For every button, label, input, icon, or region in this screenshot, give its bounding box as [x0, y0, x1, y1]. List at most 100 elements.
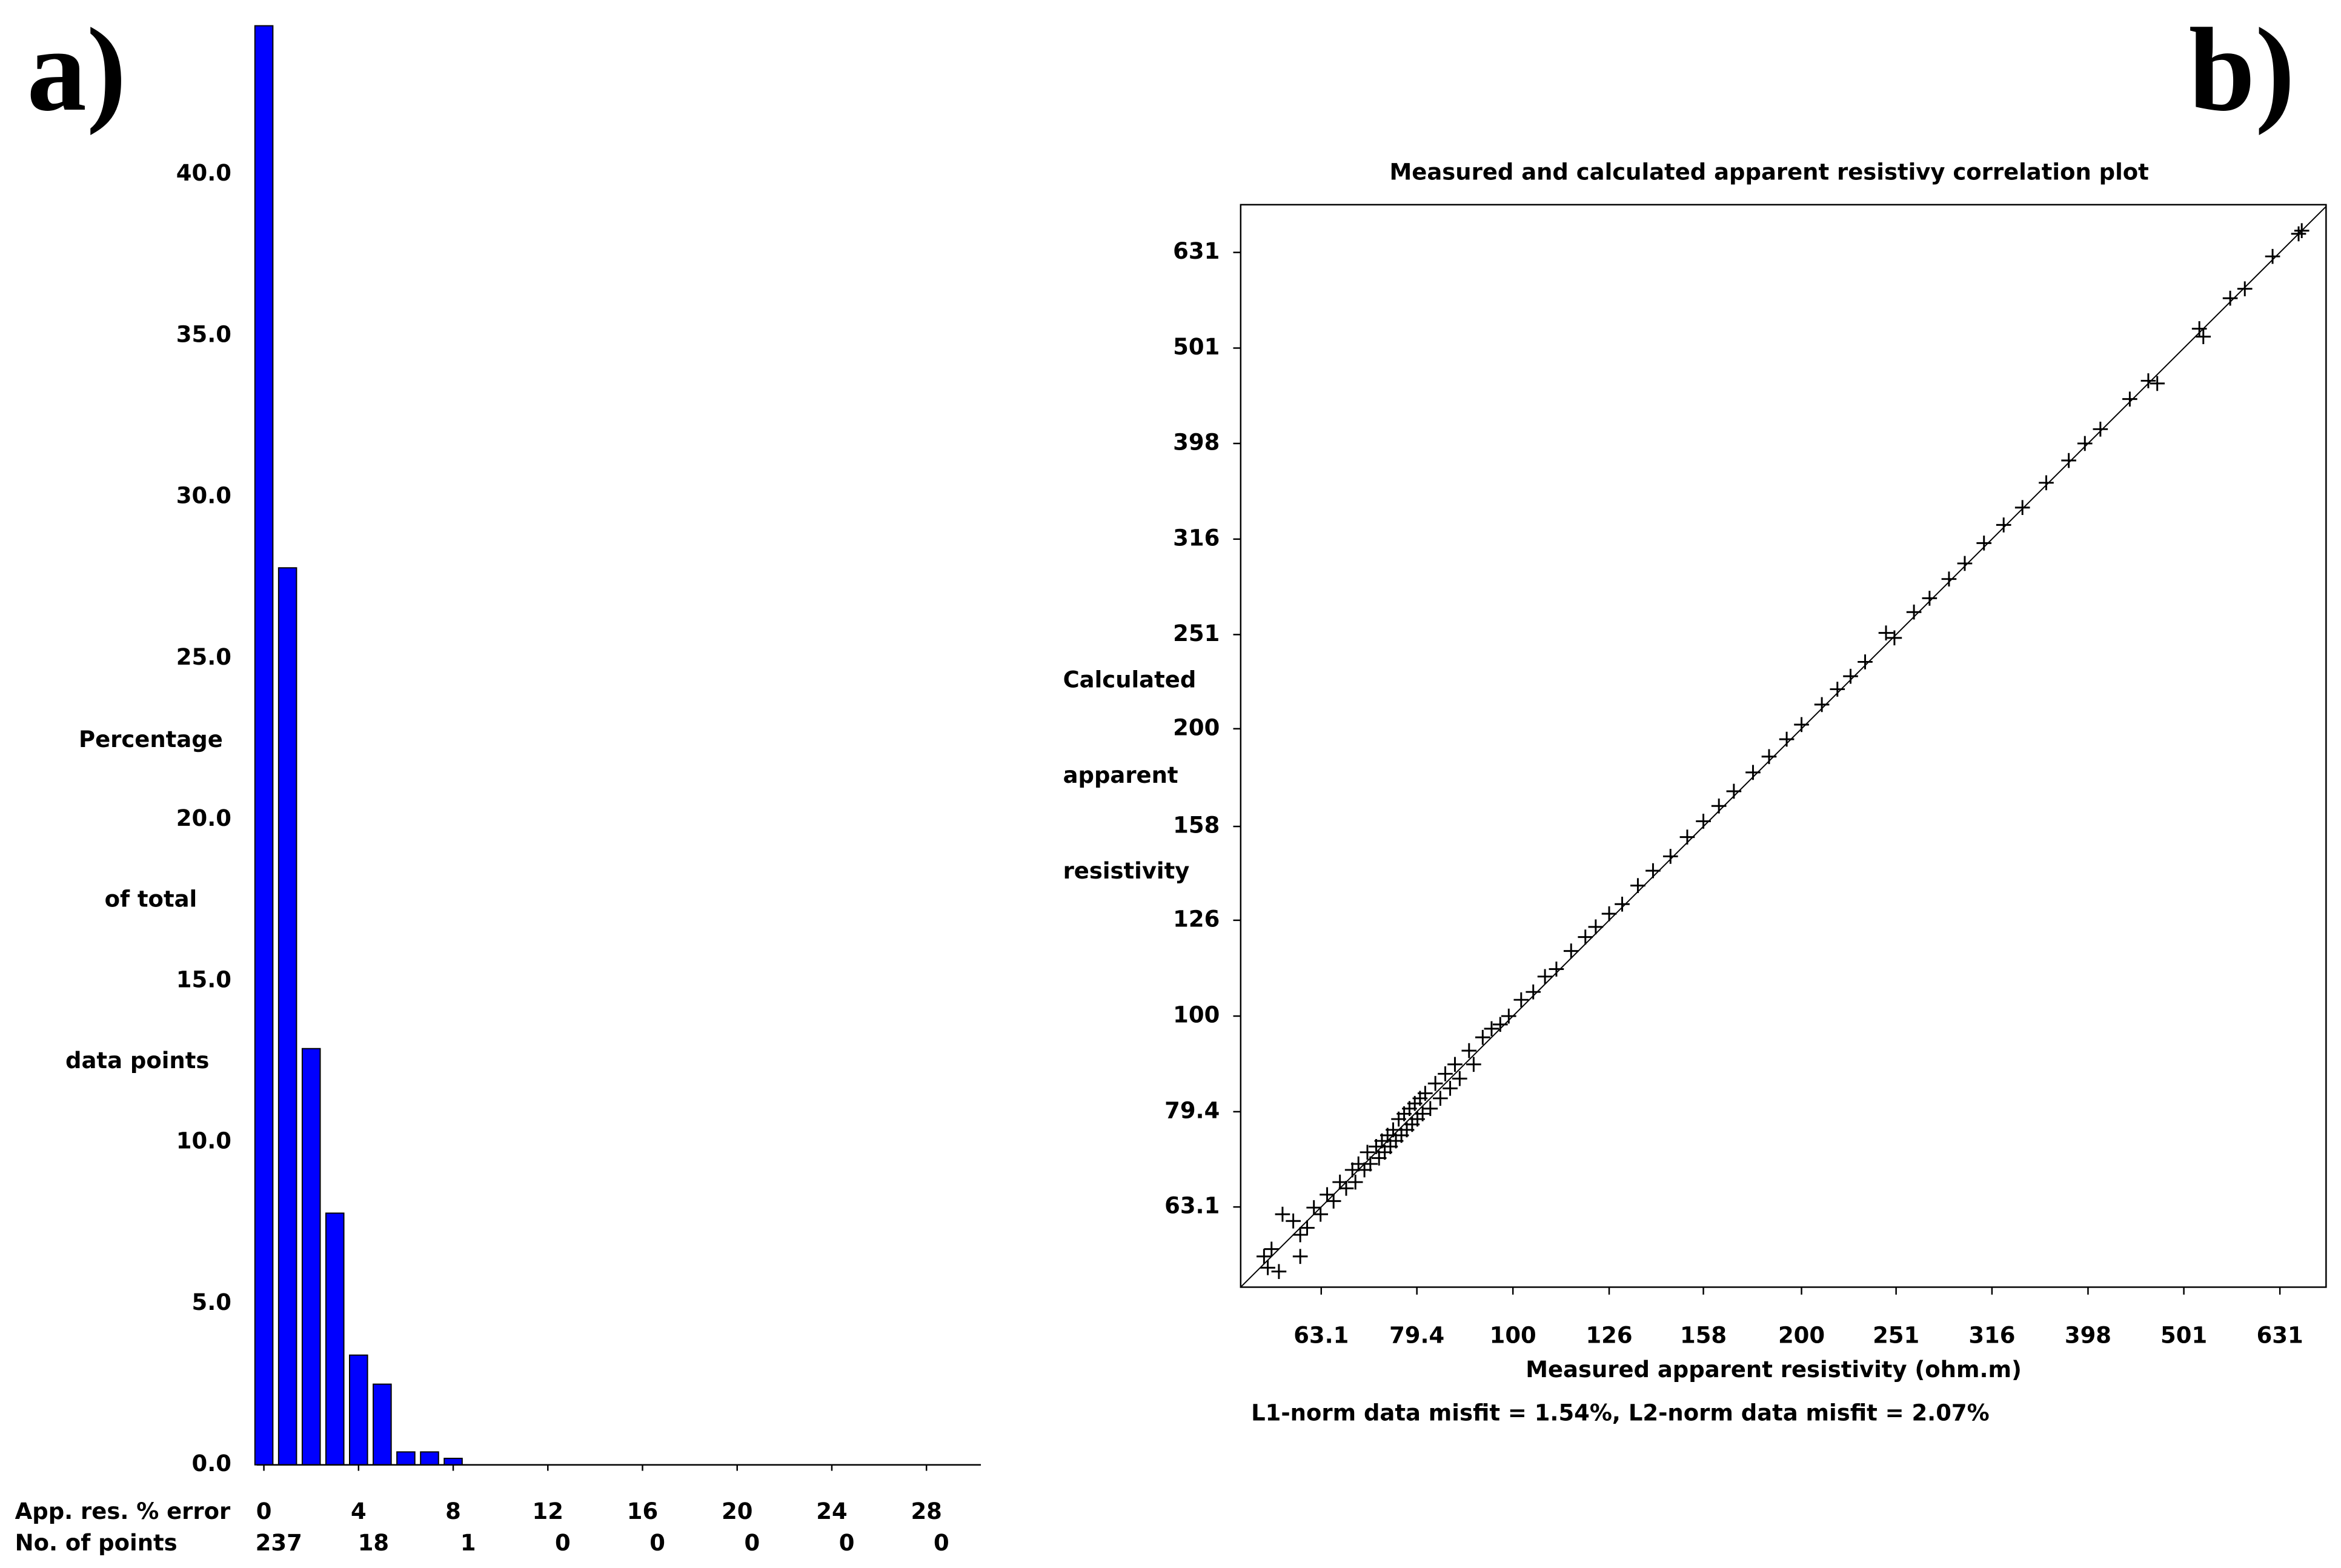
y-tick-label: 631 — [1173, 238, 1220, 264]
point — [2222, 290, 2238, 306]
point — [1286, 1213, 1301, 1229]
point-count: 0 — [839, 1530, 855, 1556]
bar — [349, 1354, 368, 1466]
point — [1423, 1101, 1438, 1117]
point-count: 0 — [555, 1530, 571, 1556]
point — [1292, 1227, 1308, 1243]
point — [1360, 1144, 1375, 1160]
point — [1630, 878, 1645, 893]
y-tick-label: 40.0 — [176, 160, 231, 186]
misfit-note: L1-norm data misfit = 1.54%, L2-norm dat… — [1251, 1400, 1990, 1426]
y-tick-label: 25.0 — [176, 644, 231, 670]
bar — [396, 1451, 416, 1466]
y-tick-label: 126 — [1173, 906, 1220, 932]
x-row-label: App. res. % error — [15, 1498, 231, 1524]
point — [1779, 731, 1795, 747]
y-tick-label: 35.0 — [176, 321, 231, 347]
point — [1433, 1091, 1448, 1106]
plot-frame — [1240, 204, 2327, 1288]
point — [1941, 571, 1957, 586]
point — [2093, 421, 2108, 437]
y-tick-label: 15.0 — [176, 966, 231, 992]
point — [1306, 1200, 1322, 1215]
panel-label: a) — [27, 3, 126, 136]
point — [1418, 1086, 1433, 1101]
point — [1696, 814, 1711, 829]
y-axis-label: Percentage — [79, 726, 223, 752]
point — [1615, 896, 1630, 912]
point-count: 0 — [745, 1530, 760, 1556]
y-axis-label: apparent — [1063, 762, 1178, 788]
x-tick-label: 200 — [1778, 1322, 1825, 1348]
point — [2061, 453, 2076, 468]
point — [1922, 591, 1938, 606]
x-tick-label: 158 — [1680, 1322, 1727, 1348]
point — [1292, 1249, 1308, 1264]
point — [2196, 329, 2211, 344]
point — [2265, 248, 2280, 264]
x-tick-label: 63.1 — [1293, 1322, 1349, 1348]
point — [1906, 604, 1922, 620]
bar — [373, 1383, 392, 1466]
point — [2140, 373, 2156, 388]
x-tick-label: 12 — [533, 1498, 563, 1524]
point — [1858, 654, 1873, 669]
y-tick-label: 100 — [1173, 1002, 1220, 1028]
y-tick-label: 200 — [1173, 714, 1220, 740]
point — [1447, 1057, 1463, 1072]
point — [1466, 1057, 1481, 1072]
y-tick-label: 501 — [1173, 334, 1220, 360]
x-tick-label: 24 — [816, 1498, 847, 1524]
point — [1338, 1181, 1354, 1196]
x-tick-label: 100 — [1490, 1322, 1536, 1348]
point — [1492, 1017, 1508, 1032]
x-tick-label: 398 — [2065, 1322, 2111, 1348]
y-axis-label: Calculated — [1063, 666, 1197, 693]
point — [1332, 1174, 1347, 1190]
point — [1257, 1249, 1272, 1264]
point — [1711, 798, 1727, 814]
point — [1549, 962, 1564, 977]
point-count: 18 — [358, 1530, 389, 1556]
x-tick-label: 0 — [256, 1498, 272, 1524]
bar — [277, 567, 297, 1466]
point-count: 0 — [934, 1530, 949, 1556]
y-tick-label: 5.0 — [191, 1289, 231, 1315]
x-tick-label: 126 — [1586, 1322, 1632, 1348]
point — [1275, 1206, 1290, 1222]
point — [1320, 1187, 1335, 1203]
x-tick-label: 4 — [351, 1498, 367, 1524]
y-tick-label: 30.0 — [176, 483, 231, 509]
one-to-one-line — [1240, 206, 2327, 1288]
x-axis-label: Measured apparent resistivity (ohm.m) — [1526, 1357, 2022, 1383]
point — [1645, 863, 1661, 879]
point — [1326, 1194, 1341, 1209]
x-tick-label: 8 — [445, 1498, 461, 1524]
point — [1726, 783, 1742, 799]
point-count: 1 — [460, 1530, 476, 1556]
y-tick-label: 316 — [1173, 525, 1220, 551]
x-tick-label: 501 — [2160, 1322, 2207, 1348]
point — [1271, 1264, 1287, 1279]
point — [2237, 281, 2253, 296]
y-tick-label: 251 — [1173, 620, 1220, 646]
point — [2150, 376, 2165, 391]
point — [1484, 1021, 1499, 1037]
point — [1843, 668, 1858, 684]
point — [1501, 1008, 1516, 1024]
y-tick-label: 0.0 — [191, 1450, 231, 1477]
y-tick-label: 20.0 — [176, 805, 231, 831]
y-tick-label: 158 — [1173, 812, 1220, 839]
point — [1443, 1081, 1458, 1096]
point — [1662, 849, 1678, 864]
point — [2122, 391, 2137, 407]
count-row-label: No. of points — [15, 1530, 178, 1556]
point — [1588, 919, 1604, 935]
y-axis-label: of total — [105, 886, 198, 912]
x-tick-label: 16 — [627, 1498, 658, 1524]
point — [1452, 1071, 1467, 1086]
point — [1578, 929, 1593, 945]
point — [1601, 906, 1617, 922]
point — [1814, 697, 1830, 713]
